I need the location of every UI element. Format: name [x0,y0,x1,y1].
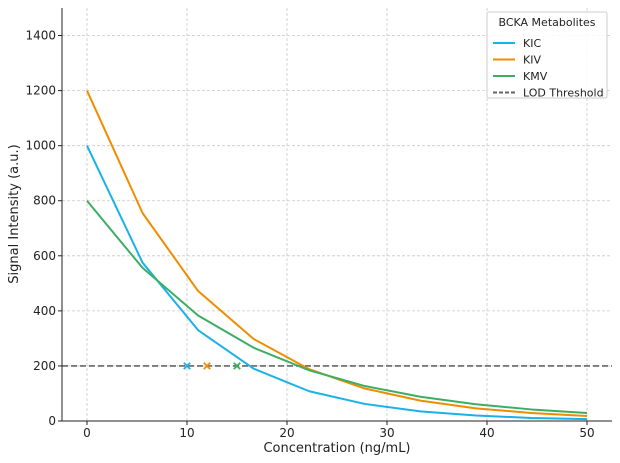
y-tick-label: 400 [33,304,56,318]
lod-marker-stroke [183,362,191,370]
x-tick-label: 20 [279,426,294,440]
x-tick-label: 40 [479,426,494,440]
tick-labels: 0 10 20 30 40 50 0 200 400 600 800 1000 1200 1400 [25,29,594,440]
series-line-kmv [86,200,588,415]
y-tick-label: 1400 [25,29,56,43]
series-line-kic [86,145,588,421]
axes [58,8,612,425]
series-line-kiv [86,90,588,418]
y-tick-label: 200 [33,359,56,373]
lod-marker-kic [183,362,191,370]
lod-marker-stroke [233,362,241,370]
y-tick-label: 1000 [25,139,56,153]
lod-marker-kmv [233,362,241,370]
x-axis-label: Concentration (ng/mL) [263,441,410,456]
x-tick-label: 50 [579,426,594,440]
y-axis-label: Signal Intensity (a.u.) [7,144,22,283]
x-tick-label: 30 [379,426,394,440]
y-tick-label: 0 [48,414,56,428]
legend-label-kmv: KMV [523,70,548,83]
y-tick-label: 1200 [25,84,56,98]
lod-marker-kiv [203,362,211,370]
legend-title: BCKA Metabolites [498,16,595,29]
series-layer [86,90,588,421]
legend-box [486,11,608,99]
legend-label-lod-threshold: LOD Threshold [523,87,604,100]
y-tick-label: 800 [33,194,56,208]
lod-marker-stroke [203,362,211,370]
lod-marker-layer [183,362,241,370]
legend-label-kiv: KIV [523,54,541,67]
legend: BCKA Metabolites KIC KIV KMV LOD Threshold [486,11,608,100]
x-tick-label: 0 [83,426,91,440]
x-tick-label: 10 [179,426,194,440]
legend-label-kic: KIC [523,37,541,50]
y-tick-label: 600 [33,249,56,263]
